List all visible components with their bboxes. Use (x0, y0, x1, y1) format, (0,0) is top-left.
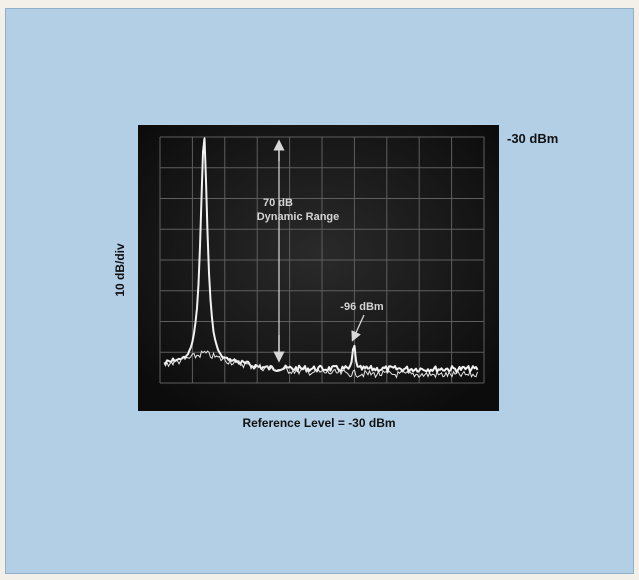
figure-caption: Reference Level = -30 dBm (242, 416, 396, 430)
spur-level-label: -96 dBm (340, 301, 384, 313)
dynamic-range-label: Dynamic Range (256, 211, 340, 223)
spur-pointer-arrow (351, 314, 365, 342)
reference-marker-label: -30 dBm (507, 131, 559, 146)
spectrum-analyzer-screen (138, 125, 499, 411)
dynamic-range-value: 70 dB (263, 197, 293, 209)
spectrum-trace (163, 137, 479, 373)
noise-floor (163, 350, 478, 379)
y-axis-label: 10 dB/div (113, 243, 127, 297)
graticule-grid (159, 136, 485, 384)
spectrum-display (138, 125, 499, 411)
